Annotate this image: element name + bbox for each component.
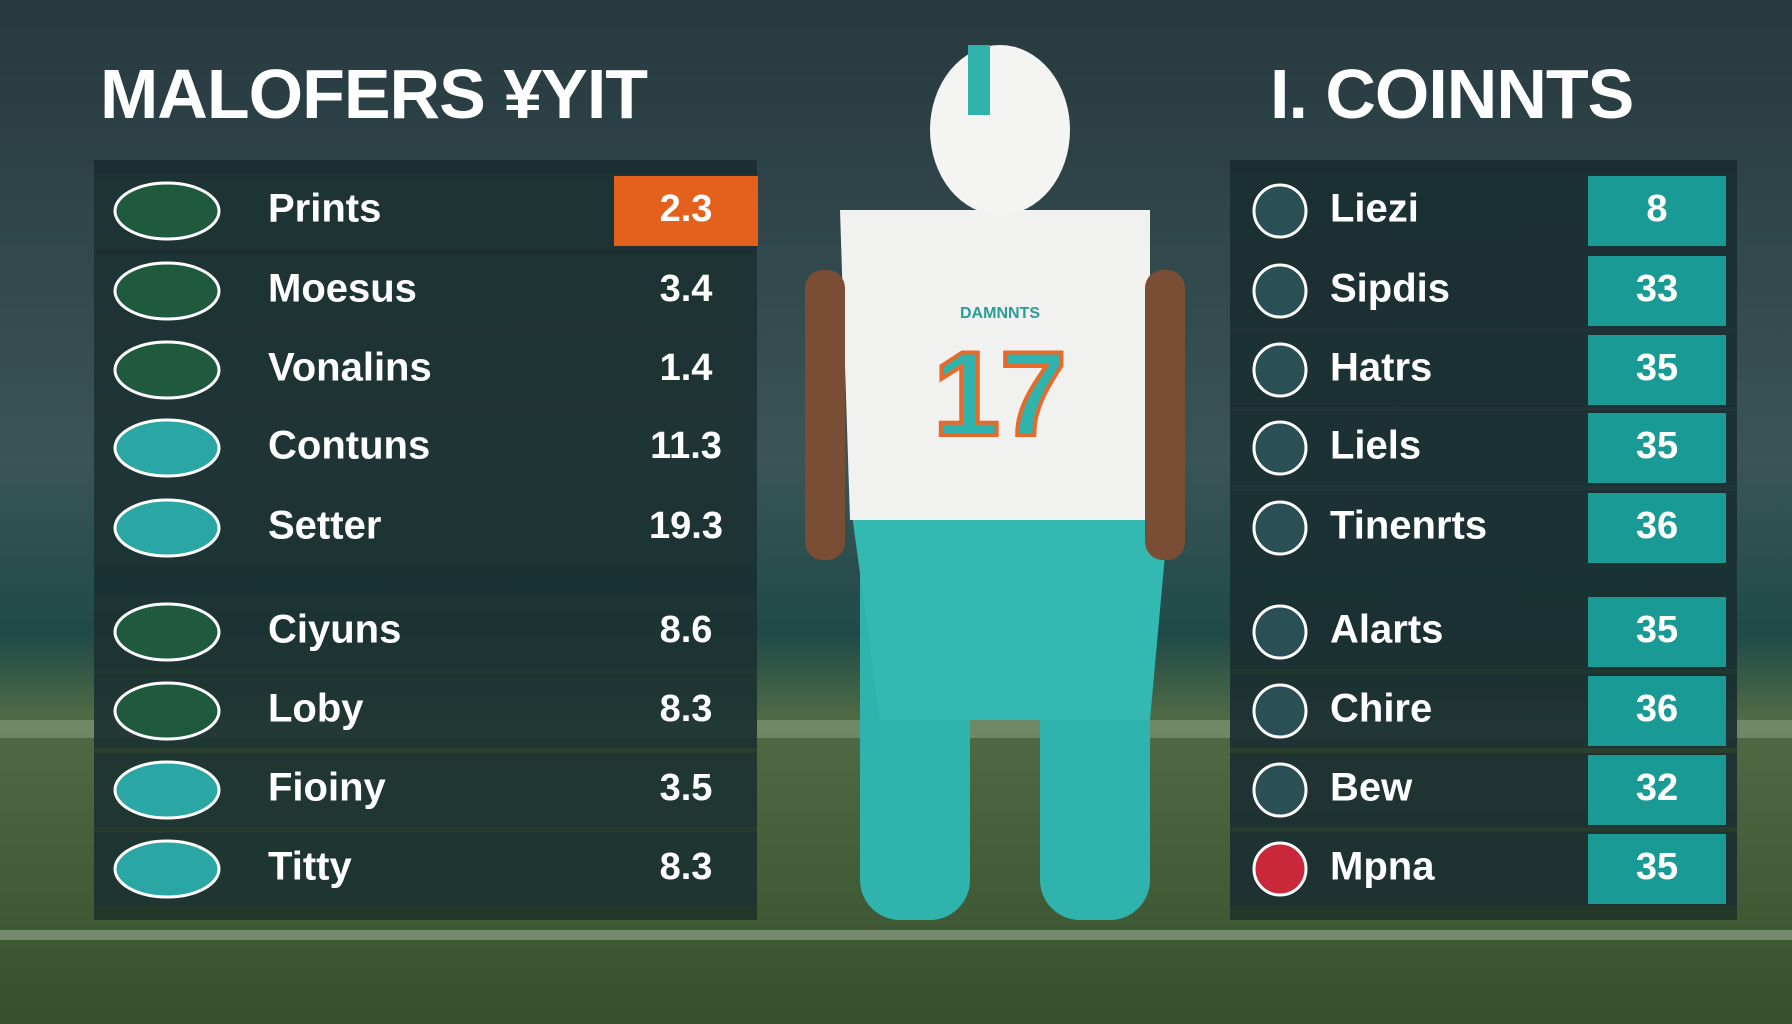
row-label: Liezi [1330, 187, 1419, 231]
row-value: 1.4 [660, 347, 713, 389]
row-label: Hatrs [1330, 346, 1432, 390]
row-value: 35 [1636, 425, 1678, 467]
row-value: 8.6 [660, 609, 713, 651]
value-highlight [614, 176, 758, 246]
row-value: 3.4 [660, 268, 713, 310]
team-logo [1252, 604, 1308, 660]
row-label: Chire [1330, 687, 1432, 731]
row-value: 35 [1636, 846, 1678, 888]
row-value: 35 [1636, 347, 1678, 389]
team-logo [113, 181, 221, 241]
row-label: Prints [268, 187, 381, 231]
row-label: Titty [268, 845, 352, 889]
row-label: Bew [1330, 766, 1413, 810]
player-jersey [840, 210, 1150, 520]
team-logo [1252, 500, 1308, 556]
value-box [1588, 834, 1726, 904]
row-value: 2.3 [660, 188, 713, 230]
row-label: Loby [268, 687, 364, 731]
row-label: Tinenrts [1330, 504, 1487, 548]
team-logo [113, 839, 221, 899]
jersey-number: 17 [933, 327, 1066, 461]
player-arm [805, 270, 845, 560]
tables: Prints 2.3 Moesus 3.4 Vonalins 1.4 Contuns 11.3… [94, 160, 1737, 920]
player-helmet [930, 45, 1070, 215]
value-box [1588, 335, 1726, 405]
team-logo [1252, 342, 1308, 398]
team-logo [113, 760, 221, 820]
row-value: 3.5 [660, 767, 713, 809]
player-pants [850, 500, 1170, 720]
row-value: 11.3 [650, 425, 722, 467]
team-logo [1252, 683, 1308, 739]
row-value: 32 [1636, 767, 1678, 809]
team-logo [1252, 762, 1308, 818]
team-logo [1252, 841, 1308, 897]
value-box [1588, 493, 1726, 563]
field-line [0, 930, 1792, 940]
helmet-stripe [968, 45, 990, 115]
value-box [1588, 256, 1726, 326]
team-logo [113, 418, 221, 478]
row-value: 8 [1646, 188, 1667, 230]
row-value: 8.3 [660, 688, 713, 730]
row-value: 36 [1636, 505, 1678, 547]
row-label: Alarts [1330, 608, 1443, 652]
right-title: I. COINNTS [1270, 55, 1633, 133]
row-value: 35 [1636, 609, 1678, 651]
left-title: MALOFERS ¥YIT [100, 55, 647, 133]
team-logo [113, 261, 221, 321]
team-logo [1252, 183, 1308, 239]
row-label: Moesus [268, 267, 417, 311]
row-label: Setter [268, 504, 381, 548]
row-label: Contuns [268, 424, 430, 468]
row-label: Vonalins [268, 346, 432, 390]
row-label: Ciyuns [268, 608, 401, 652]
row-label: Mpna [1330, 845, 1435, 889]
value-box [1588, 413, 1726, 483]
row-value: 19.3 [649, 505, 723, 547]
jersey-text: DAMNNTS [960, 305, 1040, 322]
row-label: Sipdis [1330, 267, 1450, 311]
team-logo [1252, 420, 1308, 476]
team-logo [113, 602, 221, 662]
team-logo [113, 340, 221, 400]
row-value: 33 [1636, 268, 1678, 310]
team-logo [113, 498, 221, 558]
row-label: Liels [1330, 424, 1421, 468]
player-arm [1145, 270, 1185, 560]
row-label: Fioiny [268, 766, 387, 810]
value-box [1588, 597, 1726, 667]
player: DAMNNTS 17 [805, 45, 1185, 920]
row-value: 36 [1636, 688, 1678, 730]
row-value: 8.3 [660, 846, 713, 888]
value-box [1588, 176, 1726, 246]
value-box [1588, 755, 1726, 825]
value-box [1588, 676, 1726, 746]
team-logo [1252, 263, 1308, 319]
team-logo [113, 681, 221, 741]
